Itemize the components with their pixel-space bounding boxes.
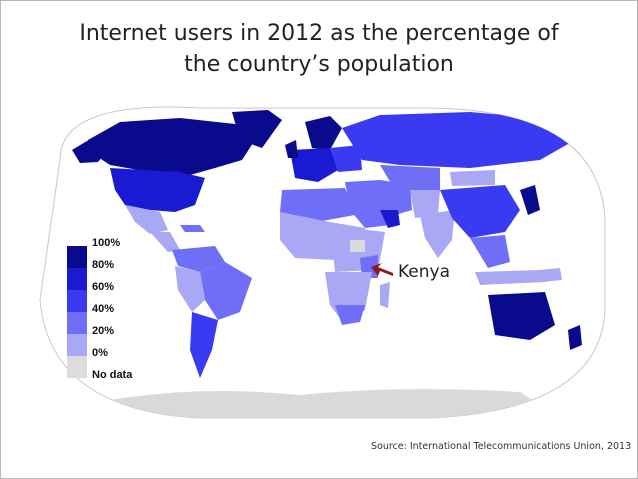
legend-swatch — [67, 356, 87, 378]
region-canada — [88, 118, 255, 175]
legend-swatch — [67, 334, 87, 356]
region-new-zealand — [568, 325, 582, 350]
region-west-africa — [280, 212, 335, 260]
region-indonesia — [475, 270, 545, 285]
region-usa — [110, 168, 205, 212]
region-colombia-venezuela — [172, 246, 225, 272]
region-mexico — [125, 205, 168, 234]
region-south-africa — [335, 305, 365, 325]
page-title: Internet users in 2012 as the percentage… — [0, 18, 638, 80]
legend-item: 60% — [67, 280, 127, 312]
region-arabia-gulf — [380, 210, 400, 228]
region-alaska — [72, 138, 108, 163]
region-china — [440, 185, 520, 238]
region-uk — [285, 140, 298, 158]
region-brazil — [200, 262, 252, 320]
title-line-2: the country’s population — [184, 52, 454, 77]
region-ethiopia-no-data — [350, 240, 365, 252]
region-madagascar — [380, 282, 390, 308]
region-southeast-asia — [470, 235, 510, 268]
legend-label: No data — [92, 369, 133, 381]
legend: 100% 80% 60% 40% 20% 0% No data — [67, 236, 132, 390]
legend-swatch — [67, 246, 87, 268]
region-australia — [488, 292, 555, 340]
legend-label: 60% — [92, 281, 115, 293]
kenya-arrow-icon — [371, 263, 393, 276]
legend-label: 80% — [92, 259, 115, 271]
region-central-america — [150, 232, 180, 252]
region-peru-bolivia — [175, 266, 205, 312]
legend-item: No data — [67, 368, 132, 390]
region-afghanistan-pakistan — [410, 190, 440, 218]
region-caribbean — [180, 225, 205, 232]
legend-item: 40% — [67, 302, 127, 334]
region-png — [540, 268, 562, 282]
callout-label: Kenya — [398, 262, 451, 282]
legend-label: 0% — [92, 347, 108, 359]
region-iran — [380, 180, 412, 215]
legend-item: 100% — [67, 236, 127, 268]
region-scandinavia — [305, 116, 342, 150]
legend-label: 40% — [92, 303, 115, 315]
legend-item: 20% — [67, 324, 127, 356]
legend-swatch — [67, 312, 87, 334]
region-eastern-europe — [330, 145, 362, 172]
region-russia — [342, 112, 575, 168]
region-western-europe — [290, 148, 338, 182]
legend-label: 100% — [92, 237, 121, 249]
region-antarctica — [90, 389, 560, 418]
legend-item: 0% — [67, 346, 127, 378]
legend-item: 80% — [67, 258, 127, 290]
legend-swatch — [67, 268, 87, 290]
region-argentina-chile — [190, 312, 218, 378]
legend-swatch — [67, 290, 87, 312]
legend-label: 20% — [92, 325, 115, 337]
region-india — [420, 210, 455, 258]
source-note: Source: International Telecommunications… — [371, 441, 632, 452]
region-greenland — [232, 110, 282, 148]
region-mongolia — [450, 170, 495, 186]
title-line-1: Internet users in 2012 as the percentage… — [79, 21, 559, 46]
region-korea-japan — [520, 185, 540, 215]
